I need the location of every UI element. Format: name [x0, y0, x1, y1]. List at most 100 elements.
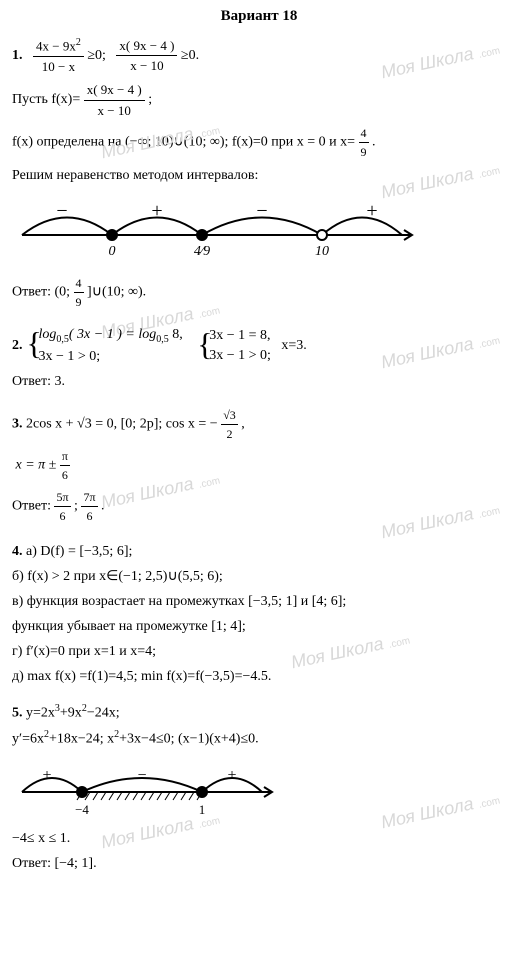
p5-eq1a: y=2x: [26, 705, 55, 720]
p1-fx-frac: x( 9x − 4 ) x − 10: [84, 80, 145, 120]
p2-answer: Ответ: 3.: [12, 371, 506, 392]
p3-rnum: √3: [221, 406, 238, 425]
p4-e: д) max f(x) =f(1)=4,5; min f(x)=f(−3,5)=…: [12, 666, 506, 687]
p1-four: 4: [359, 124, 369, 143]
p2-log1: log: [39, 327, 57, 342]
p2-sub2: 0,5: [156, 334, 169, 345]
p1-nine: 9: [359, 143, 369, 161]
p5-range: −4≤ x ≤ 1.: [12, 828, 506, 849]
p4-d: г) f′(x)=0 при x=1 и x=4;: [12, 641, 506, 662]
p2-label: 2.: [12, 338, 23, 353]
p1-49-frac: 4 9: [359, 124, 369, 161]
p1-let-text: Пусть f(x)=: [12, 93, 80, 108]
p1-dot: .: [372, 135, 376, 150]
svg-text:1: 1: [199, 802, 206, 817]
svg-text:4⁄9: 4⁄9: [194, 244, 210, 259]
problem-3: 3. 2cos x + √3 = 0, [0; 2p]; cos x = − √…: [12, 406, 506, 443]
p3-sqrt-frac: √3 2: [221, 406, 238, 443]
p2-sys1b: 3x − 1 > 0;: [37, 347, 183, 367]
p3-ans-text: Ответ:: [12, 498, 54, 513]
p1-ans-tail: ]∪(10; ∞).: [87, 285, 146, 300]
problem-2: 2. log0,5( 3x − 1 ) = log0,5 8, 3x − 1 >…: [12, 325, 506, 366]
p3-eq: 2cos x + √3 = 0, [0; 2p]; cos x = −: [26, 416, 218, 431]
p3-ans2: 7π 6: [81, 488, 97, 525]
p3-a1n: 5π: [54, 488, 70, 507]
p1-ge0b: ≥0.: [181, 48, 199, 63]
p1-ans-frac: 4 9: [74, 274, 84, 311]
p1-answer: Ответ: (0; 4 9 ]∪(10; ∞).: [12, 274, 506, 311]
p1-domain-text: f(x) определена на (−∞; 10)∪(10; ∞); f(x…: [12, 135, 355, 150]
p1-f1-sup: 2: [76, 37, 81, 48]
p3-xline-text: x = π ±: [16, 457, 60, 472]
p3-end: .: [101, 498, 105, 513]
p1-label: 1.: [12, 48, 23, 63]
svg-text:+: +: [366, 200, 377, 222]
p5-eq2b: +18x−24; x: [49, 732, 114, 747]
svg-text:+: +: [227, 767, 236, 784]
p5-eq2: y′=6x2+18x−24; x2+3x−4≤0; (x−1)(x+4)≤0.: [12, 727, 506, 750]
problem-1: 1. 4x − 9x2 10 − x ≥0; x( 9x − 4 ) x − 1…: [12, 35, 506, 76]
p3-rden: 2: [221, 425, 238, 443]
p1-fx-den: x − 10: [84, 101, 145, 121]
svg-text:−: −: [256, 200, 267, 222]
svg-text:−4: −4: [75, 802, 89, 817]
p3-pi6: π 6: [60, 447, 70, 484]
p1-f2-den: x − 10: [116, 56, 177, 76]
page-title: Вариант 18: [12, 8, 506, 25]
p4-b: б) f(x) > 2 при x∈(−1; 2,5)∪(5,5; 6);: [12, 566, 506, 587]
p3-comma: ,: [241, 416, 245, 431]
p2-tail1: ( 3x − 1 ) = log: [69, 327, 156, 342]
p1-f1-den: 10 − x: [33, 57, 84, 77]
p1-fx-num: x( 9x − 4 ): [84, 80, 145, 101]
p2-sub1: 0,5: [56, 334, 69, 345]
svg-text:−: −: [56, 200, 67, 222]
svg-text:+: +: [151, 200, 162, 222]
p1-f1-num: 4x − 9x: [36, 38, 76, 53]
p5-eq2c: +3x−4≤0; (x−1)(x+4)≤0.: [119, 732, 259, 747]
p4-c2: функция убывает на промежутке [1; 4];: [12, 616, 506, 637]
p2-sys1a: log0,5( 3x − 1 ) = log0,5 8,: [37, 325, 183, 347]
p1-ans-num: 4: [74, 274, 84, 293]
p5-eq1b: +9x: [60, 705, 82, 720]
p2-sys2b: 3x − 1 > 0;: [207, 346, 271, 366]
p3-sep: ;: [74, 498, 81, 513]
p1-f2-num: x( 9x − 4 ): [116, 36, 177, 57]
p1-let: Пусть f(x)= x( 9x − 4 ) x − 10 ;: [12, 80, 506, 120]
p3-a2n: 7π: [81, 488, 97, 507]
p2-result: x=3.: [281, 338, 306, 353]
p3-a1d: 6: [54, 507, 70, 525]
p3-ans1: 5π 6: [54, 488, 70, 525]
svg-text:10: 10: [315, 244, 329, 259]
svg-text:+: +: [42, 767, 51, 784]
p4-a: а) D(f) = [−3,5; 6];: [26, 544, 132, 559]
p5-interval-diagram: −4 1 + − +: [12, 754, 292, 824]
p3-label: 3.: [12, 416, 23, 431]
p3-six: 6: [60, 466, 70, 484]
svg-text:0: 0: [109, 244, 116, 259]
p1-method: Решим неравенство методом интервалов:: [12, 165, 506, 186]
p1-frac1: 4x − 9x2 10 − x: [33, 35, 84, 76]
p1-ans-den: 9: [74, 293, 84, 311]
p1-domain: f(x) определена на (−∞; 10)∪(10; ∞); f(x…: [12, 124, 506, 161]
problem-4: 4. а) D(f) = [−3,5; 6];: [12, 541, 506, 562]
p4-c: в) функция возрастает на промежутках [−3…: [12, 591, 506, 612]
p1-ge0: ≥0;: [87, 48, 106, 63]
p1-frac2: x( 9x − 4 ) x − 10: [116, 36, 177, 76]
problem-5: 5. y=2x3+9x2−24x;: [12, 701, 506, 724]
watermark: Моя Школа .com: [379, 788, 501, 834]
p3-pi: π: [60, 447, 70, 466]
p3-xline: x = π ± π 6: [12, 447, 506, 484]
p5-eq2a: y′=6x: [12, 732, 44, 747]
p2-system1: log0,5( 3x − 1 ) = log0,5 8, 3x − 1 > 0;: [37, 325, 183, 366]
p1-interval-diagram: 0 4⁄9 10 − + − +: [12, 190, 432, 270]
p2-end1: 8,: [169, 327, 183, 342]
p1-ans-text: Ответ: (0;: [12, 285, 74, 300]
p4-label: 4.: [12, 544, 23, 559]
p5-label: 5.: [12, 705, 23, 720]
p5-answer: Ответ: [−4; 1].: [12, 853, 506, 874]
p2-sys2a: 3x − 1 = 8,: [207, 326, 271, 346]
svg-text:−: −: [137, 767, 146, 784]
p5-eq1c: −24x;: [87, 705, 120, 720]
p3-a2d: 6: [81, 507, 97, 525]
p3-answer: Ответ: 5π 6 ; 7π 6 .: [12, 488, 506, 525]
